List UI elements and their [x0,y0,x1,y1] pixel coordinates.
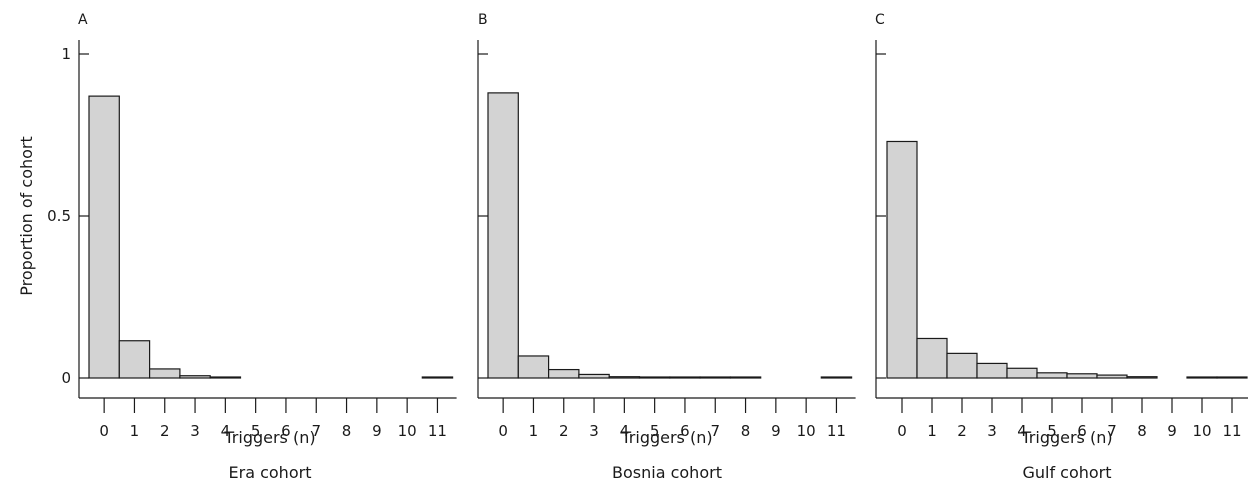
x-tick-label: 8 [342,422,352,440]
histogram-bar [729,376,762,379]
x-tick-label: 9 [1167,422,1177,440]
panel-label: B [478,12,488,28]
panel-ticks: 00.510 1 2 3 4 5 6 7 8 9 10 11 [47,45,447,440]
x-tick-label: 1 [927,422,937,440]
x-tick-label: 2 [160,422,170,440]
x-tick-label: 4 [620,422,630,440]
histogram-bar [149,368,181,379]
x-tick-label: 6 [1077,422,1087,440]
x-tick-label: 1 [529,422,539,440]
x-tick-label: 2 [957,422,967,440]
y-tick-label: 0 [61,369,71,387]
histogram-bar [179,375,211,379]
histogram-bar [421,376,454,379]
panel-b-bosnia-cohort: B 0 1 2 3 4 5 6 7 8 9 10 11 Triggers (n) Bosnia coh… [477,12,856,482]
panel-axes [78,40,457,399]
x-axis-label: Triggers (n) [223,428,315,447]
panel-c-gulf-cohort: C 0 1 2 3 4 5 6 7 8 9 10 11 Triggers (n) Gulf cohor… [875,12,1248,482]
x-tick-label: 7 [311,422,321,440]
histogram-bar [209,376,242,379]
histogram-bar [886,140,918,379]
histogram-bar [699,376,731,379]
x-tick-label: 10 [398,422,417,440]
x-tick-label: 8 [1137,422,1147,440]
x-axis-label: Triggers (n) [620,428,712,447]
histogram-bar [1126,376,1158,379]
histogram-bar [669,376,701,379]
histogram-bar [1006,367,1038,379]
x-tick-label: 0 [498,422,508,440]
cohort-caption: Gulf cohort [1022,463,1111,482]
x-axis-label: Triggers (n) [1020,428,1112,447]
y-tick-label: 1 [61,45,71,63]
x-tick-label: 8 [741,422,751,440]
panel-label: A [78,12,88,28]
x-tick-label: 6 [680,422,690,440]
x-tick-label: 9 [372,422,382,440]
x-tick-label: 11 [827,422,846,440]
x-tick-label: 5 [1047,422,1057,440]
histogram-bar [118,340,151,379]
x-tick-label: 4 [1017,422,1027,440]
histogram-bar [608,376,641,379]
panel-ticks: 0 1 2 3 4 5 6 7 8 9 10 11 [876,53,1242,440]
x-tick-label: 2 [559,422,569,440]
x-tick-label: 5 [650,422,660,440]
panel-axes [477,40,856,399]
x-tick-label: 11 [1222,422,1241,440]
histogram-bar [487,92,519,379]
x-tick-label: 0 [897,422,907,440]
x-tick-label: 6 [281,422,291,440]
x-tick-label: 10 [797,422,816,440]
y-tick-label: 0.5 [47,207,71,225]
panel-axes [875,40,1248,399]
histogram-bar [1036,372,1068,379]
panel-label: C [875,12,885,28]
x-tick-label: 3 [190,422,200,440]
x-tick-label: 7 [1107,422,1117,440]
panel-bars [88,95,454,379]
y-axis-label: Proportion of cohort [17,136,36,296]
panel-ticks: 0 1 2 3 4 5 6 7 8 9 10 11 [478,53,846,440]
x-tick-label: 1 [130,422,140,440]
x-tick-label: 4 [221,422,231,440]
histogram-bar [578,373,610,379]
x-tick-label: 10 [1192,422,1211,440]
histogram-bar [820,376,853,379]
x-tick-label: 9 [771,422,781,440]
x-tick-label: 3 [589,422,599,440]
x-tick-label: 0 [99,422,109,440]
panel-bars [886,140,1248,379]
histogram-bar [638,376,671,379]
histogram-bar [547,368,580,379]
x-tick-label: 11 [428,422,447,440]
cohort-caption: Era cohort [229,463,312,482]
histogram-bar [946,352,978,379]
x-tick-label: 5 [251,422,261,440]
x-tick-label: 7 [710,422,720,440]
histogram-bar [916,337,948,379]
histogram-bar [88,95,120,379]
panel-a-era-cohort: A 00.510 1 2 3 4 5 6 7 8 9 10 11 Triggers (n) Era c… [47,12,457,482]
histogram-bar [1096,374,1128,379]
histogram-bar [1216,376,1248,379]
x-tick-label: 3 [987,422,997,440]
histogram-bar [976,362,1008,379]
cohort-caption: Bosnia cohort [612,463,722,482]
histogram-bar [517,355,550,379]
panel-bars [487,92,853,379]
histogram-bar [1066,373,1098,379]
histogram-bar [1186,376,1218,379]
